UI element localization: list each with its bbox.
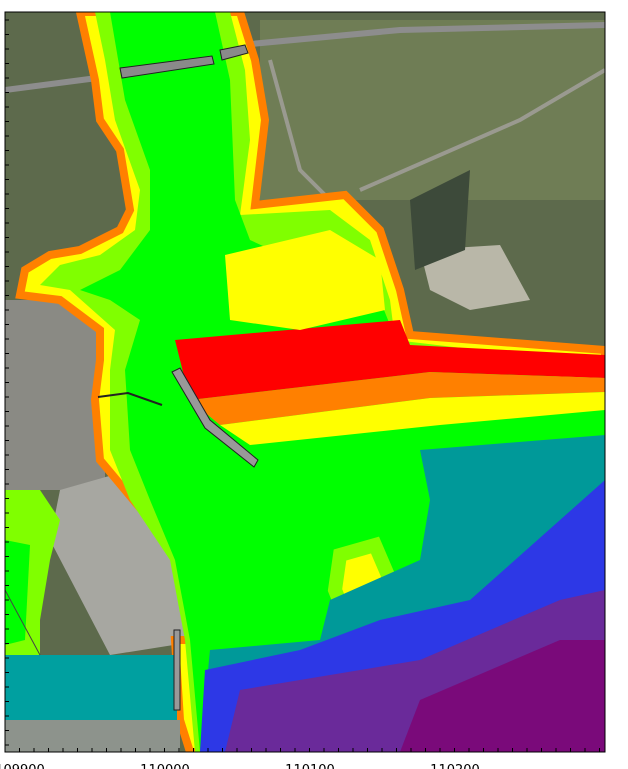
bridge xyxy=(119,55,215,79)
depth-orange xyxy=(190,372,605,425)
pier xyxy=(173,629,181,711)
depth-red xyxy=(175,320,605,400)
x-tick-label: 109900 xyxy=(0,763,45,769)
x-tick-label: 110000 xyxy=(140,763,190,769)
x-tick-label: 110200 xyxy=(430,763,480,769)
town xyxy=(5,300,105,490)
harbour-area xyxy=(50,470,205,655)
tick-marks xyxy=(4,19,600,752)
depth-deep xyxy=(400,640,605,752)
pond xyxy=(410,170,470,270)
axis-labels: 109900 110000 110100 110200 xyxy=(0,763,480,769)
x-tick-label: 110100 xyxy=(285,763,335,769)
depth-yellow xyxy=(220,392,605,445)
road xyxy=(268,59,605,202)
breakwater xyxy=(171,367,259,468)
shore xyxy=(5,720,180,752)
outer-basin xyxy=(5,655,177,720)
quarry xyxy=(420,245,530,310)
jetty xyxy=(97,391,163,406)
depth-yellow xyxy=(225,230,385,330)
map-area xyxy=(5,12,605,752)
wall xyxy=(5,589,41,656)
bridge xyxy=(219,44,249,61)
basin-green xyxy=(5,540,30,645)
fields xyxy=(260,20,605,200)
